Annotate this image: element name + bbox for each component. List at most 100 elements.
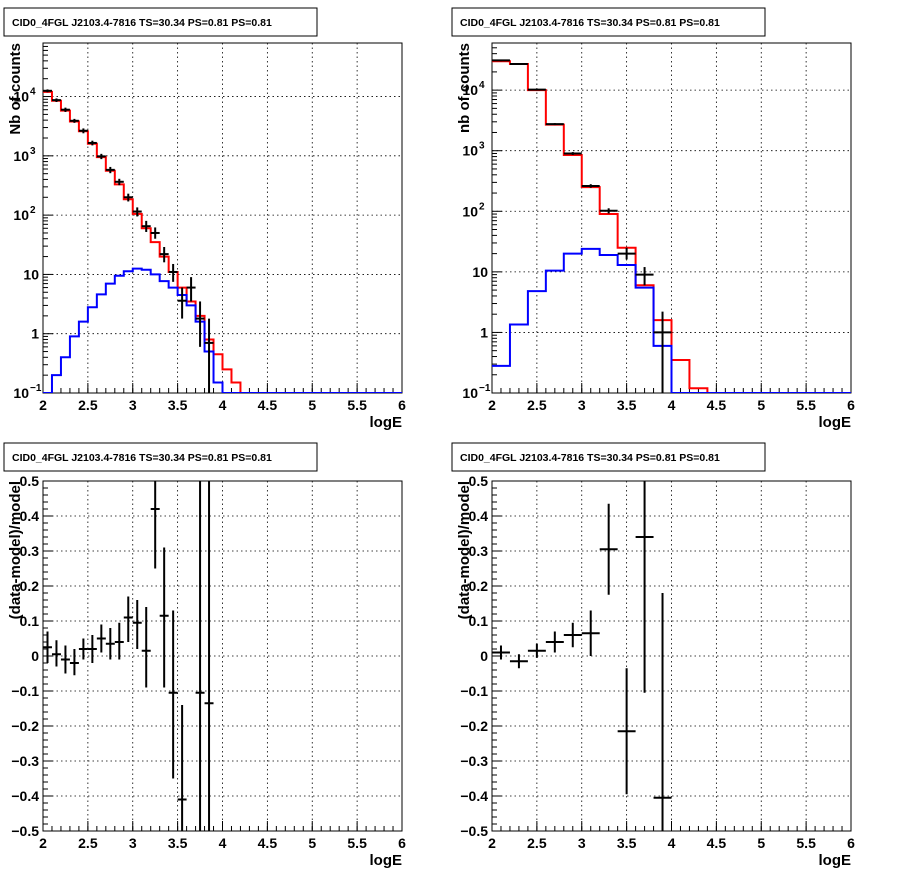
data-point [78, 638, 88, 660]
data-point [527, 643, 546, 658]
x-tick-label: 2 [488, 397, 496, 413]
x-axis-title: logE [819, 852, 852, 869]
y-tick-exponent: 3 [479, 141, 485, 152]
panel-bottom-left-residuals: CID0_4FGL J2103.4-7816 TS=30.34 PS=0.81 … [3, 442, 406, 869]
x-tick-label: 6 [847, 835, 855, 851]
series-source-histogram [492, 247, 851, 393]
data-point [635, 481, 654, 693]
plot-area [43, 89, 402, 393]
data-point [96, 153, 106, 160]
y-tick-label: −0.1 [460, 683, 488, 699]
y-axis-title: Nb of counts [7, 43, 24, 135]
y-tick-label: 10 [23, 266, 39, 282]
y-tick-label: 10 [462, 82, 478, 98]
chart-title: CID0_4FGL J2103.4-7816 TS=30.34 PS=0.81 … [12, 17, 272, 29]
x-tick-label: 5.5 [796, 835, 816, 851]
y-tick-label: −0.3 [460, 753, 488, 769]
x-tick-label: 2 [39, 397, 47, 413]
data-point [123, 596, 133, 642]
series-source-histogram [43, 267, 402, 393]
y-tick-label: 10 [13, 148, 29, 164]
data-point [43, 631, 52, 663]
data-point [635, 267, 654, 286]
x-tick-label: 6 [847, 397, 855, 413]
y-tick-exponent: 4 [479, 80, 485, 91]
x-tick-label: 6 [398, 397, 406, 413]
plot-area [492, 481, 672, 831]
data-point [653, 311, 672, 393]
x-tick-label: 2 [488, 835, 496, 851]
x-tick-label: 3 [578, 397, 586, 413]
data-point [150, 227, 160, 239]
y-tick-exponent: 2 [479, 201, 485, 212]
x-tick-label: 5 [757, 835, 765, 851]
plot-area [43, 481, 214, 831]
data-point [653, 593, 672, 831]
y-tick-label: 10 [13, 89, 29, 105]
data-point [159, 547, 169, 688]
y-tick-label: −0.5 [11, 823, 39, 839]
data-point [509, 654, 528, 669]
data-point [78, 128, 88, 134]
y-tick-label: 0.4 [469, 508, 489, 524]
title-box [3, 442, 318, 472]
x-tick-label: 4.5 [707, 835, 727, 851]
x-tick-label: 2.5 [78, 835, 98, 851]
data-point [563, 622, 582, 648]
x-tick-label: 3.5 [617, 835, 637, 851]
data-point [51, 640, 61, 667]
title-box [3, 7, 318, 37]
y-tick-label: 10 [472, 264, 488, 280]
plot-frame [491, 480, 852, 832]
y-tick-label: 0.3 [20, 543, 40, 559]
x-tick-label: 3.5 [617, 397, 637, 413]
x-tick-label: 3 [129, 397, 137, 413]
y-tick-label: 0 [480, 648, 488, 664]
data-point [132, 600, 142, 649]
x-tick-label: 3 [578, 835, 586, 851]
y-tick-label: 1 [31, 326, 39, 342]
x-tick-label: 4 [219, 397, 227, 413]
x-tick-label: 5.5 [347, 835, 367, 851]
y-tick-label: −0.1 [11, 683, 39, 699]
chart-title: CID0_4FGL J2103.4-7816 TS=30.34 PS=0.81 … [12, 452, 272, 464]
data-point [177, 705, 187, 831]
y-tick-label: 0.5 [20, 473, 40, 489]
data-point [186, 277, 196, 302]
x-tick-label: 5 [308, 397, 316, 413]
y-tick-label: −0.2 [11, 718, 39, 734]
y-tick-label: −0.2 [460, 718, 488, 734]
y-tick-label: 0.2 [469, 578, 489, 594]
y-tick-label: 10 [462, 385, 478, 401]
y-tick-label: 10 [462, 203, 478, 219]
data-point [617, 247, 636, 260]
x-axis-title: logE [370, 414, 403, 431]
y-tick-label: −0.4 [11, 788, 39, 804]
y-tick-label: 10 [13, 207, 29, 223]
data-point [150, 481, 160, 569]
data-point [51, 98, 61, 102]
x-tick-label: 2.5 [527, 397, 547, 413]
data-point [87, 635, 97, 663]
panel-top-left-counts: CID0_4FGL J2103.4-7816 TS=30.34 PS=0.81 … [3, 7, 406, 431]
x-tick-label: 5.5 [796, 397, 816, 413]
data-point [599, 208, 618, 214]
x-tick-label: 3 [129, 835, 137, 851]
data-point [105, 166, 115, 174]
y-tick-label: −0.3 [11, 753, 39, 769]
data-point [132, 207, 142, 217]
data-point [96, 624, 106, 653]
y-axis-title: (data-model)/model [7, 481, 24, 619]
y-tick-label: 0.1 [469, 613, 489, 629]
data-point [168, 610, 178, 779]
x-tick-label: 3.5 [168, 835, 188, 851]
y-tick-label: 0.2 [20, 578, 40, 594]
y-tick-exponent: 3 [30, 146, 36, 157]
data-point [195, 481, 205, 831]
y-tick-exponent: 4 [30, 87, 36, 98]
data-point [159, 247, 169, 263]
chart-title: CID0_4FGL J2103.4-7816 TS=30.34 PS=0.81 … [460, 17, 720, 29]
data-point [204, 318, 214, 393]
title-box [451, 442, 766, 472]
